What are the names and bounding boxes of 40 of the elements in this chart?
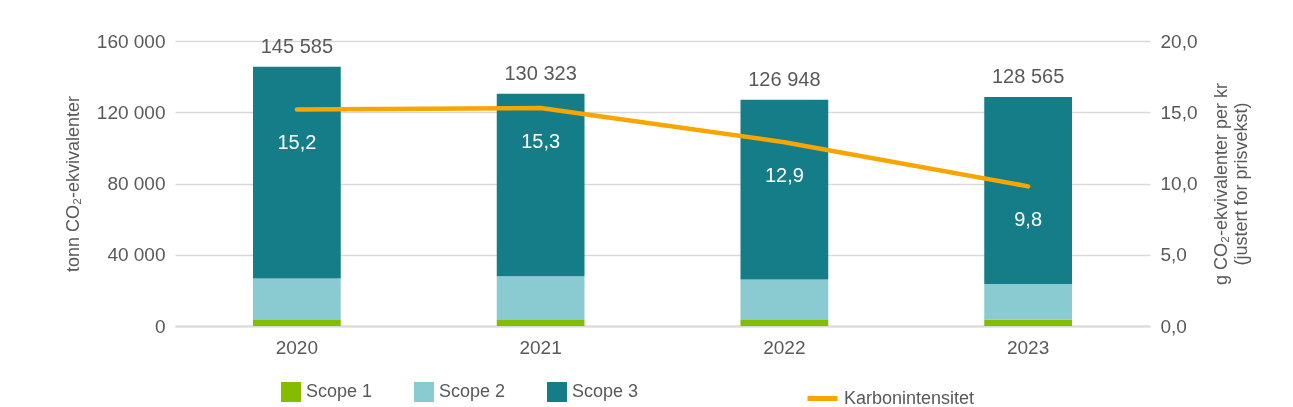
legend-label: Scope 3 [572, 381, 639, 401]
data-label: 9,8 [1014, 208, 1043, 231]
y2-tick-label: 5,0 [1160, 244, 1187, 266]
y-tick-label: 40 000 [107, 244, 166, 266]
bar [496, 276, 585, 321]
data-label: 15,2 [277, 131, 317, 154]
bar [984, 319, 1072, 326]
bar [984, 283, 1072, 320]
y2-axis-title: g CO₂-ekvivalenter per kr (justert for prisvekst) [1211, 82, 1252, 286]
data-label: 12,9 [764, 164, 804, 187]
bar [740, 320, 829, 326]
y-tick-label: 80 000 [107, 173, 166, 194]
bar [496, 93, 585, 277]
bar [253, 66, 341, 279]
legend-label: Karbonintensitet [844, 387, 975, 407]
total-label: 145 585 [260, 34, 334, 57]
total-label: 128 565 [991, 64, 1065, 87]
x-tick-label: 2020 [275, 336, 319, 358]
legend-label: Scope 2 [439, 381, 506, 401]
data-label: 15,3 [521, 129, 561, 152]
bar [253, 278, 341, 321]
y-tick-label: 120 000 [96, 101, 166, 123]
x-tick-label: 2022 [763, 336, 806, 358]
y-axis-title: tonn CO₂-ekvivalenter [62, 95, 83, 273]
x-tick-label: 2023 [1006, 336, 1050, 358]
y-tick-label: 160 000 [96, 30, 166, 52]
total-label: 126 948 [748, 67, 821, 90]
x-tick-label: 2021 [519, 336, 562, 358]
y2-tick-label: 15,0 [1160, 101, 1198, 123]
bar [496, 320, 585, 326]
bar [253, 320, 341, 326]
y-tick-label: 0 [154, 315, 166, 337]
bar [740, 99, 829, 280]
legend-label: Scope 1 [306, 381, 373, 401]
y2-tick-label: 10,0 [1160, 173, 1198, 194]
y2-tick-label: 0,0 [1160, 315, 1187, 337]
bar [984, 96, 1072, 284]
total-label: 130 323 [504, 61, 577, 84]
bar [740, 279, 829, 321]
y2-tick-label: 20,0 [1160, 30, 1198, 52]
